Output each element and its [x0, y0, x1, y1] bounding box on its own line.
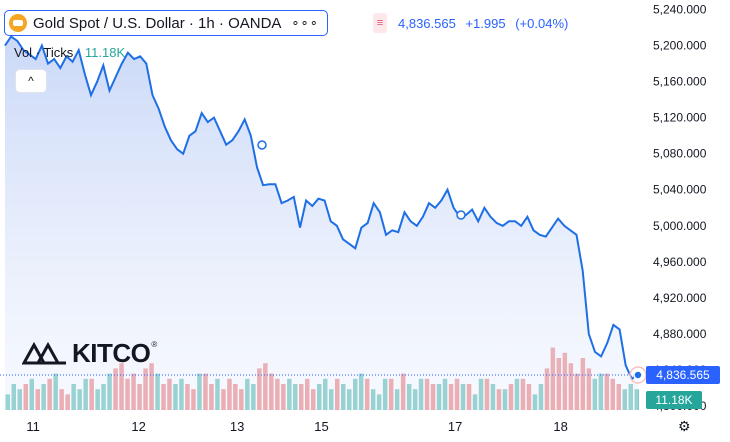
last-price-label: 4,836.565 — [646, 366, 720, 384]
y-tick-label: 5,040.000 — [653, 183, 707, 197]
indicator-tag[interactable]: ≡ — [373, 13, 387, 33]
y-tick-label: 4,920.000 — [653, 291, 707, 305]
x-tick-label: 17 — [448, 419, 462, 434]
volume-legend-label: Vol · Ticks — [14, 45, 74, 60]
y-tick-label: 5,240.000 — [653, 3, 707, 17]
y-tick-label: 4,960.000 — [653, 255, 707, 269]
symbol-legend[interactable]: Gold Spot / U.S. Dollar · 1h · OANDA ∘∘∘ — [4, 10, 328, 36]
registered-mark: ® — [151, 340, 158, 349]
y-tick-label: 5,120.000 — [653, 111, 707, 125]
y-axis: 5,240.000 5,200.000 5,160.000 5,120.000 5,08… — [653, 3, 707, 414]
y-tick-label: 5,160.000 — [653, 75, 707, 89]
y-tick-label: 5,000.000 — [653, 219, 707, 233]
kitco-logo: KITCO ® — [22, 337, 158, 368]
collapse-button[interactable]: ^ — [16, 70, 46, 92]
x-tick-label: 13 — [230, 419, 244, 434]
kitco-logo-text: KITCO — [72, 337, 151, 368]
volume-legend-value: 11.18K — [84, 45, 126, 60]
price-line — [4, 35, 639, 381]
gold-icon — [9, 14, 27, 32]
y-tick-label: 4,880.000 — [653, 327, 707, 341]
marker-2[interactable] — [456, 210, 466, 220]
x-tick-label: 15 — [314, 419, 328, 434]
price-area — [5, 36, 638, 410]
last-volume-label: 11.18K — [646, 391, 702, 409]
last-point-marker — [633, 370, 643, 380]
quote-change-pct: (+0.04%) — [515, 16, 569, 31]
x-tick-label: 18 — [553, 419, 567, 434]
symbol-title: Gold Spot / U.S. Dollar · 1h · OANDA — [33, 14, 282, 32]
gear-icon[interactable]: ⚙ — [678, 418, 691, 434]
quote: 4,836.565 +1.995 (+0.04%) — [398, 16, 574, 31]
y-tick-label: 5,080.000 — [653, 147, 707, 161]
x-tick-label: 11 — [26, 419, 40, 434]
quote-price: 4,836.565 — [398, 16, 456, 31]
kitco-logo-mark — [22, 341, 66, 365]
x-tick-label: 12 — [131, 419, 145, 434]
volume-legend[interactable]: Vol · Ticks 11.18K — [14, 45, 125, 60]
quote-change: +1.995 — [465, 16, 506, 31]
chevron-up-icon: ^ — [28, 74, 34, 88]
more-icon[interactable]: ∘∘∘ — [291, 15, 319, 30]
y-tick-label: 5,200.000 — [653, 39, 707, 53]
marker-1[interactable] — [257, 140, 267, 150]
x-axis: 11 12 13 15 17 18 — [26, 419, 567, 434]
